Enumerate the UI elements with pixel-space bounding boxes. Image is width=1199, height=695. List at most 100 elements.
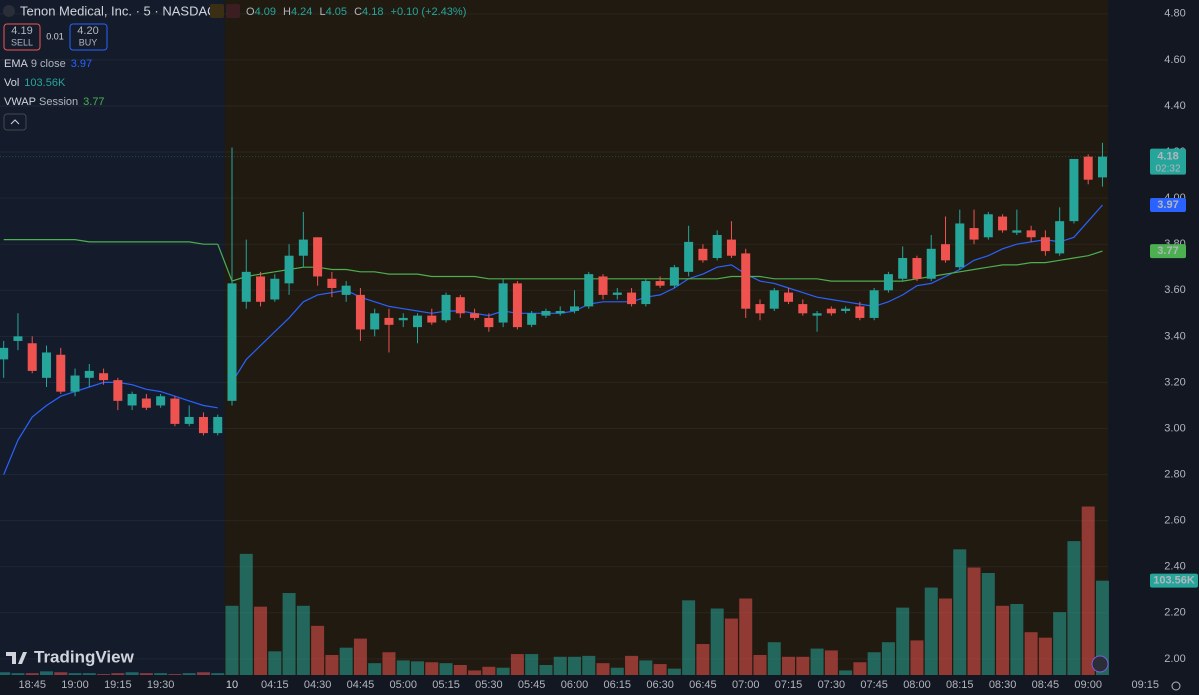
volume-bar: [1024, 632, 1038, 675]
indicator-line: [231, 250, 1103, 282]
price-axis: 2.002.202.402.602.803.003.203.403.603.80…: [0, 8, 1198, 665]
candle-body: [441, 294, 451, 321]
buy-button[interactable]: [69, 23, 108, 51]
candle-body: [1012, 230, 1022, 233]
candle-body: [427, 315, 437, 323]
vol-legend: Vol 103.56K: [4, 77, 66, 89]
collapse-icon: [10, 119, 20, 125]
candle-body: [413, 315, 423, 328]
sell-label: SELL: [11, 37, 33, 47]
change: +0.10 (+2.43%): [391, 6, 467, 18]
volume-bar: [710, 608, 724, 675]
candle-body: [1026, 230, 1036, 238]
collapse-button[interactable]: [3, 113, 27, 131]
volume-bar: [625, 655, 639, 675]
indicator-tag-label: 3.97: [1157, 199, 1178, 211]
volume-bar: [396, 660, 410, 675]
x-tick-label: 07:45: [860, 679, 888, 691]
candle-body: [712, 234, 722, 259]
candle-body: [113, 380, 123, 401]
candle-body: [655, 281, 665, 286]
y-tick-label: 2.20: [1164, 607, 1185, 619]
candle-body: [41, 352, 51, 378]
candle-body: [455, 297, 465, 314]
volume-bar: [996, 605, 1010, 675]
candle-body: [941, 244, 950, 261]
volume-bar: [667, 668, 681, 675]
volume-bar: [425, 662, 439, 675]
settings-button[interactable]: [1171, 681, 1181, 691]
spread: 0.01: [46, 31, 64, 41]
ohlc-value: 4.18: [362, 6, 383, 18]
lightning-button[interactable]: [1091, 655, 1109, 673]
x-tick-label: 19:00: [61, 679, 89, 691]
candle-body: [969, 228, 979, 240]
volume-bar: [924, 587, 938, 675]
volume-bar: [967, 567, 981, 675]
candle-body: [156, 396, 166, 406]
candle-body: [598, 276, 608, 295]
volume-bar: [196, 672, 210, 675]
y-tick-label: 2.60: [1164, 515, 1185, 527]
volume-bar: [953, 549, 967, 675]
volume-bar: [824, 650, 838, 675]
ohlc-value: 4.05: [326, 6, 347, 18]
x-tick-label: 18:45: [18, 679, 46, 691]
symbol-title: Tenon Medical, Inc. · 5 · NASDAQ: [20, 3, 217, 18]
volume-bar: [853, 662, 867, 675]
ohlc-value: 4.24: [291, 6, 312, 18]
ohlc-legend: O4.09 H4.24 L4.05 C4.18 +0.10 (+2.43%): [246, 6, 466, 18]
ohlc-letter: H: [283, 6, 291, 18]
volume-bar: [653, 664, 667, 675]
ohlc-letter: C: [354, 6, 362, 18]
candle-body: [627, 292, 637, 305]
volume-bar: [910, 640, 924, 675]
candle-body: [669, 267, 679, 286]
volume-bar: [939, 598, 952, 675]
candle-body: [498, 283, 508, 323]
candle-body: [684, 241, 694, 272]
x-tick-label: 06:45: [689, 679, 717, 691]
candle-body: [769, 290, 779, 309]
candle-body: [569, 306, 579, 312]
candle-body: [170, 398, 180, 424]
volume-bar: [1081, 506, 1095, 675]
y-tick-label: 3.00: [1164, 422, 1185, 434]
candle-body: [912, 258, 922, 279]
candle-body: [341, 285, 351, 295]
candle-body: [841, 308, 851, 312]
ohlc-letter: L: [319, 6, 325, 18]
volume-bar: [1067, 541, 1081, 675]
volume-bar: [325, 654, 339, 675]
y-tick-label: 4.40: [1164, 100, 1185, 112]
candle-body: [70, 375, 80, 392]
candle-body: [698, 248, 708, 261]
volume-bar: [482, 666, 496, 675]
x-tick-label: 10: [226, 679, 238, 691]
volume-bar: [867, 652, 881, 675]
x-tick-label: 04:30: [304, 679, 332, 691]
candle-body: [227, 283, 237, 401]
volume-bar: [25, 673, 39, 675]
volume-bar: [582, 655, 596, 675]
x-tick-label: 04:45: [347, 679, 375, 691]
volume-tag-label: 103.56K: [1153, 575, 1195, 587]
volume-bar: [810, 648, 824, 675]
candle-body: [213, 416, 223, 434]
candle-body: [584, 274, 594, 307]
candle-body: [869, 290, 879, 318]
y-tick-label: 3.60: [1164, 284, 1185, 296]
volume-bar: [11, 673, 25, 675]
volume-bar: [254, 606, 268, 675]
x-tick-label: 05:15: [432, 679, 460, 691]
indicator-tag-label: 3.77: [1157, 245, 1178, 257]
sell-button[interactable]: [3, 23, 41, 51]
volume-bar: [881, 642, 895, 675]
x-tick-label: 07:15: [775, 679, 803, 691]
volume-bar: [296, 605, 310, 675]
volume-bar: [596, 663, 610, 675]
candle-body: [398, 317, 408, 321]
candle-body: [84, 370, 94, 378]
volume-bar: [0, 672, 11, 675]
volume-bar: [154, 673, 168, 675]
